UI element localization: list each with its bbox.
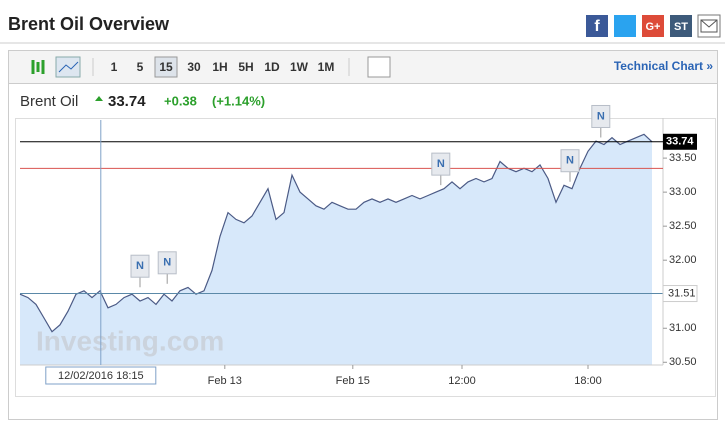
crosshair-y-box: [662, 285, 698, 303]
x-tick-label: Feb 13: [208, 375, 242, 387]
quote-price: 33.74: [108, 93, 146, 110]
news-label: N: [566, 155, 574, 167]
mail-glyph: [700, 19, 718, 33]
y-tick-label: 31.00: [669, 322, 697, 334]
toolbar: [8, 50, 718, 84]
y-tick-label: 33.00: [669, 186, 697, 198]
plot: Investing.com30.5031.0031.5032.0032.5033…: [19, 104, 698, 387]
facebook-icon[interactable]: [586, 15, 608, 37]
quote-name: Brent Oil: [20, 93, 78, 110]
last-price-box: [663, 133, 697, 150]
last-price-label: 33.74: [666, 136, 694, 148]
candle-glyph: [31, 60, 45, 74]
x-tick-label: Feb 15: [336, 375, 370, 387]
area: [20, 134, 652, 365]
news-label: N: [437, 158, 445, 170]
news-flag[interactable]: [130, 254, 150, 278]
interval-button[interactable]: 1D: [264, 60, 280, 74]
chart-frame: [15, 118, 716, 397]
news-flag[interactable]: [591, 104, 611, 128]
interval-button[interactable]: 15: [159, 60, 173, 74]
interval-button[interactable]: 1W: [290, 60, 309, 74]
crosshair-x-label: 12/02/2016 18:15: [58, 370, 144, 382]
watermark: Investing.com: [36, 325, 224, 356]
y-tick-label: 32.00: [669, 254, 697, 266]
gplus-label: G+: [646, 21, 661, 33]
stocktwits-label: ST: [674, 21, 688, 33]
interval-button[interactable]: 30: [187, 60, 201, 74]
quote-change: +0.38: [164, 93, 197, 108]
interval-button[interactable]: 5H: [238, 60, 253, 74]
x-tick-label: 12:00: [448, 375, 476, 387]
toolbar-buttons: 1 5 15 30 1H 5H 1D 1W 1M: [31, 56, 391, 78]
interval-button[interactable]: 1: [111, 60, 118, 74]
interval-button[interactable]: 1H: [212, 60, 227, 74]
technical-chart-link[interactable]: Technical Chart »: [614, 59, 713, 73]
y-tick-label: 30.50: [669, 356, 697, 368]
line-glyph: [58, 61, 79, 73]
stocktwits-icon[interactable]: [670, 15, 692, 37]
twitter-icon[interactable]: [614, 15, 636, 37]
y-tick-label: 32.50: [669, 220, 697, 232]
y-tick-label: 33.50: [669, 152, 697, 164]
news-label: N: [136, 260, 144, 272]
quote-change-pct: (+1.14%): [212, 93, 265, 108]
title: Brent Oil Overview: [8, 14, 170, 34]
news-flag[interactable]: [431, 152, 451, 176]
x-tick-label: 18:00: [574, 375, 602, 387]
crosshair-x-box: [45, 366, 157, 385]
news-flag[interactable]: [157, 251, 177, 275]
interval-active: [154, 56, 178, 78]
gplus-icon[interactable]: [642, 15, 664, 37]
interval-button[interactable]: 1M: [318, 60, 335, 74]
news-flag[interactable]: [560, 149, 580, 173]
news-label: N: [597, 110, 605, 122]
interval-button[interactable]: 5: [137, 60, 144, 74]
crosshair-y-label: 31.51: [668, 287, 696, 299]
facebook-glyph: f: [594, 18, 600, 35]
calendar-button[interactable]: [367, 56, 391, 78]
price-line: [19, 133, 653, 333]
news-label: N: [163, 257, 171, 269]
up-arrow: [95, 96, 103, 101]
